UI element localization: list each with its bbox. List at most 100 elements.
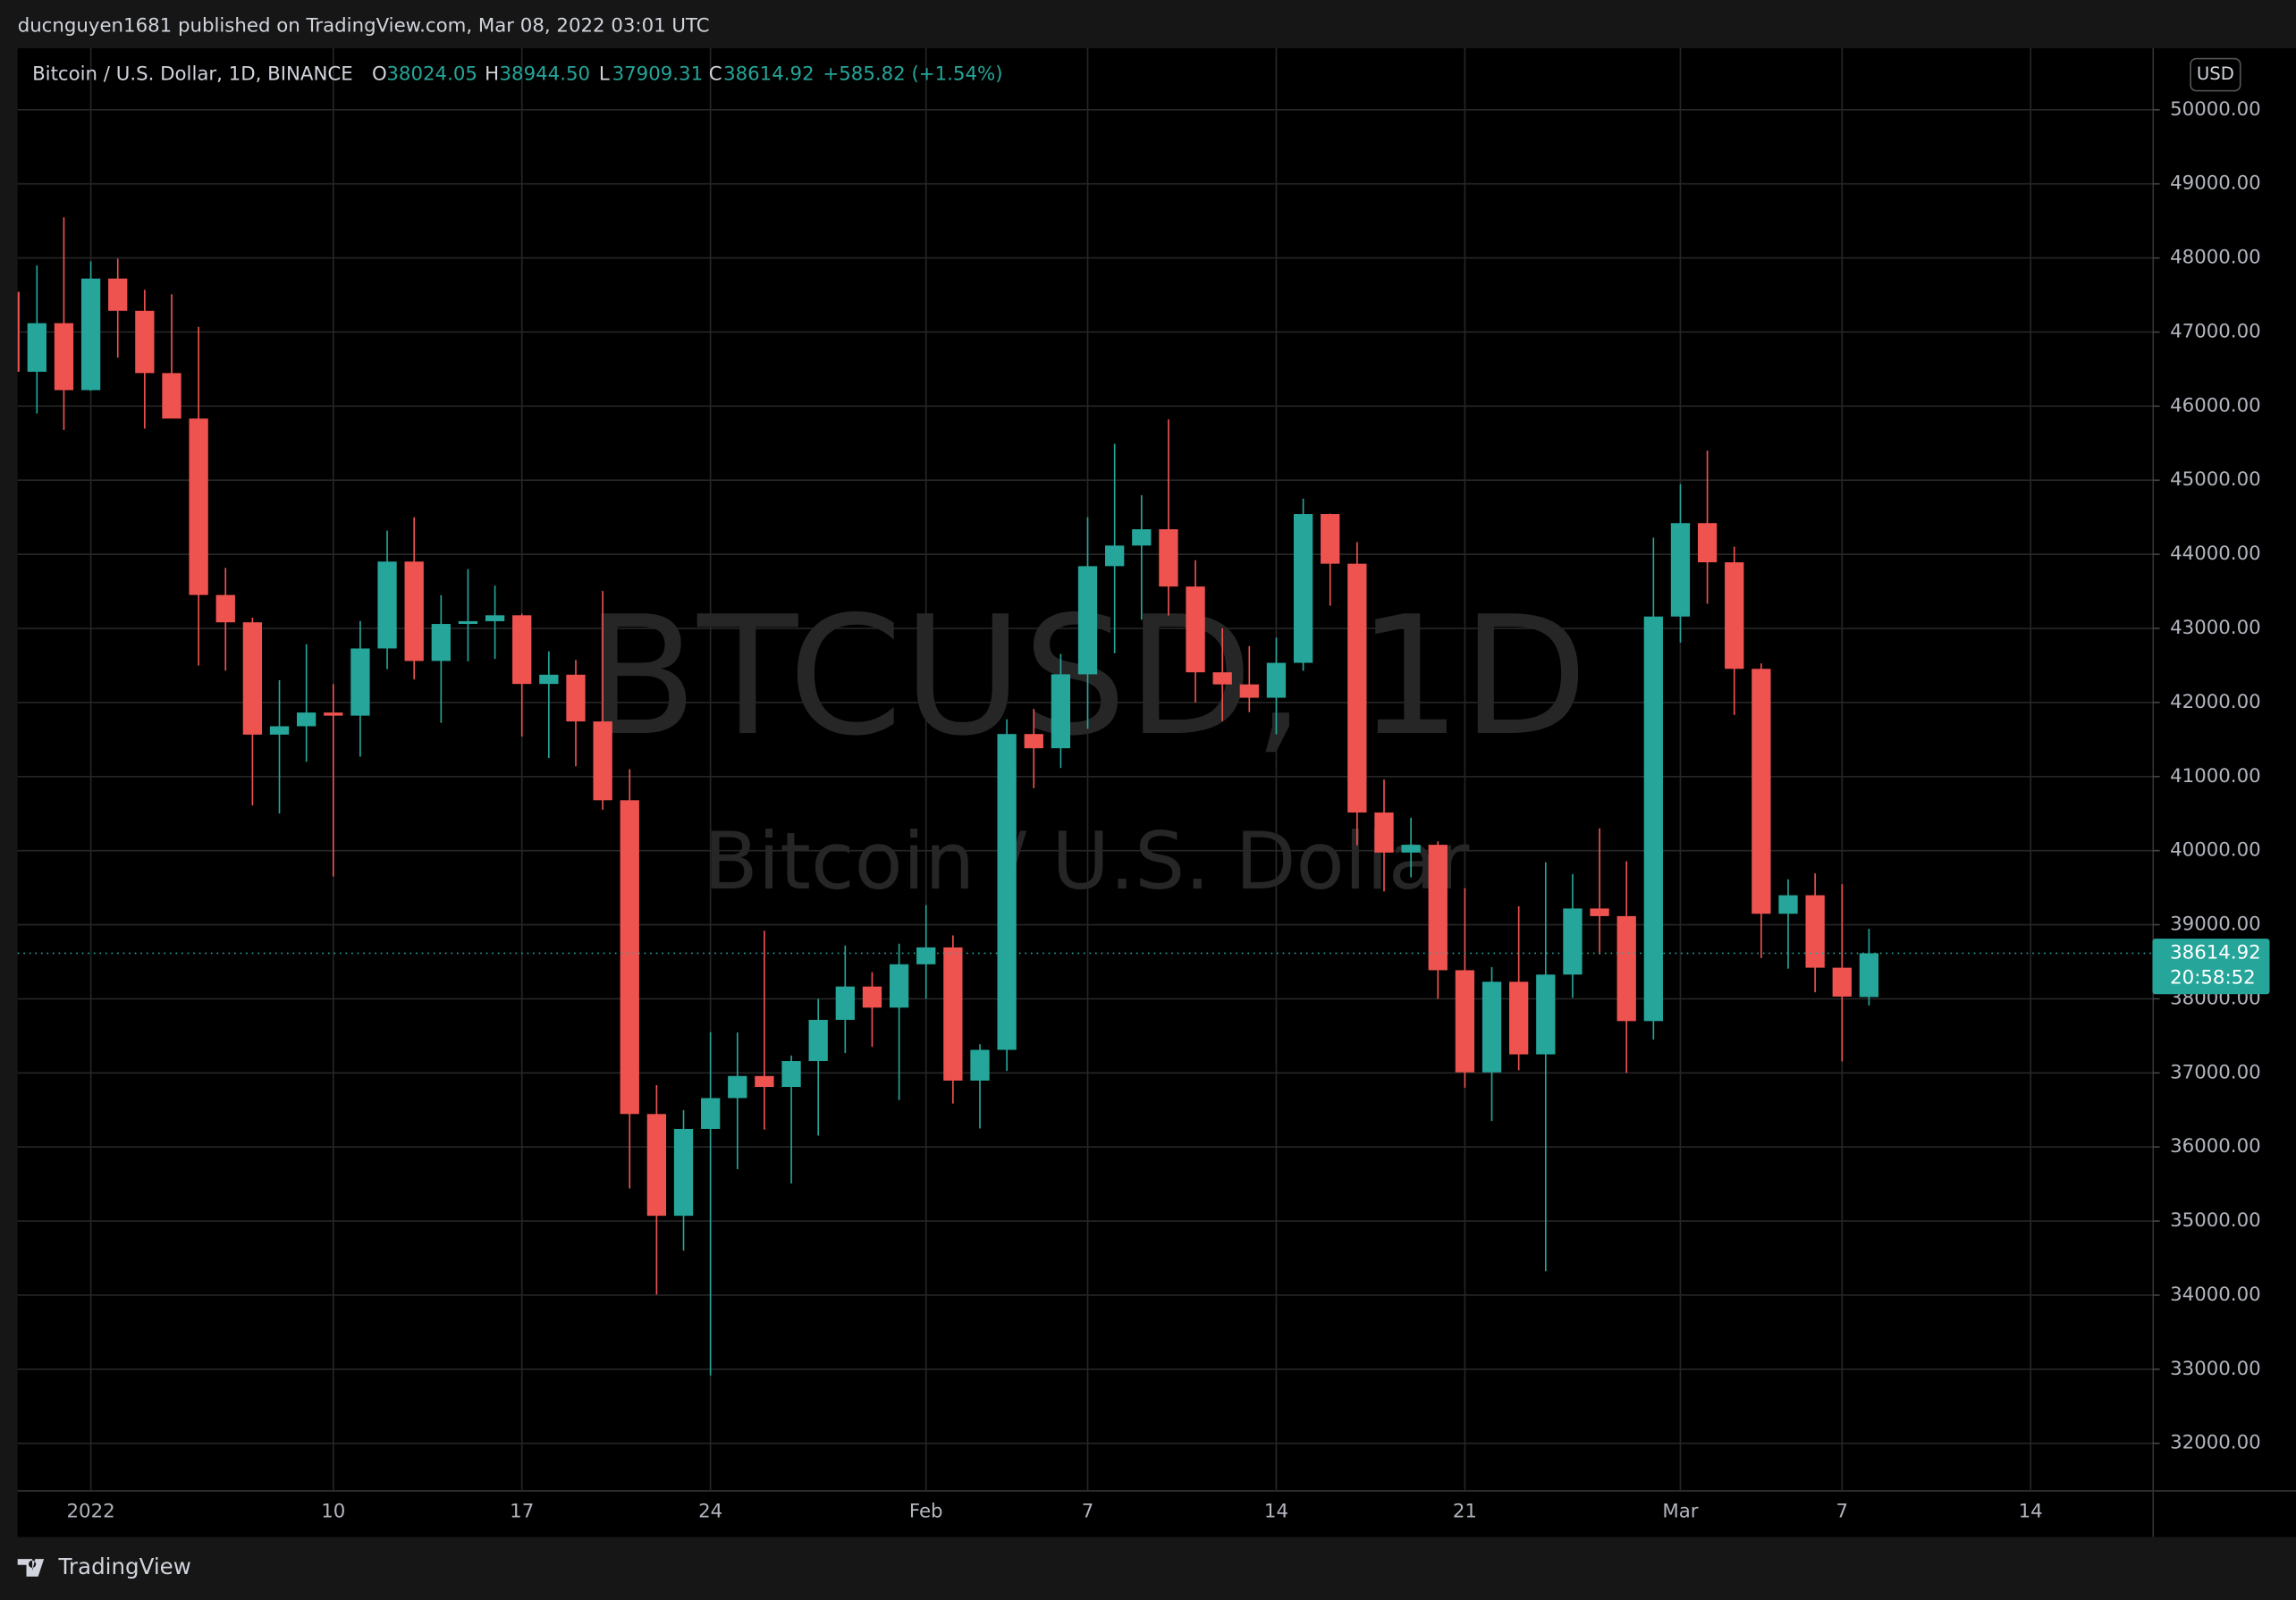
legend-key: O [372,63,387,86]
candle-body [1132,529,1152,546]
symbol: Bitcoin / U.S. Dollar, 1D, BINANCE [32,63,353,86]
legend-key: C [709,63,722,86]
currency-label[interactable]: USD [2197,63,2234,84]
candle-body [27,323,46,372]
countdown: 20:58:52 [2170,966,2256,989]
y-tick-label: 37000.00 [2170,1061,2261,1083]
candles [17,217,1879,1376]
y-tick-label: 36000.00 [2170,1135,2261,1158]
x-tick-label: 2022 [66,1501,114,1523]
candle-body [1051,674,1071,749]
currency-button-frame[interactable] [2190,57,2241,92]
candle-body [1616,915,1636,1022]
candle-body [1859,953,1879,998]
candle-body [1778,895,1798,914]
candle-body [1563,908,1583,975]
candle-body [1752,669,1771,914]
y-tick-label: 45000.00 [2170,468,2261,491]
candle-body [728,1075,747,1099]
candle-body [1805,895,1825,968]
candle-body [189,418,208,595]
legend-change: +585.82 (+1.54%) [823,63,1002,86]
candle-body [80,278,101,391]
x-tick-label: 17 [510,1501,534,1523]
y-tick-label: 42000.00 [2170,691,2261,713]
candle-body [1239,684,1259,698]
candle-body [997,734,1017,1050]
legend: Bitcoin / U.S. Dollar, 1D, BINANCE O 380… [32,63,1002,86]
candle-body [943,947,963,1081]
candle-body [1212,672,1232,685]
y-tick-label: 44000.00 [2170,543,2261,565]
y-tick-label: 35000.00 [2170,1209,2261,1232]
x-tick-label: 24 [698,1501,722,1523]
candle-body [269,726,290,735]
candle-body [1186,586,1205,673]
candle-body [54,323,74,391]
brand-name: TradingView [58,1554,191,1579]
candle-body [835,986,855,1020]
candle-body [1481,981,1502,1073]
candle-body [1509,981,1529,1055]
x-tick-label: 21 [1453,1501,1477,1523]
candle-body [512,615,532,685]
x-tick-label: 7 [1082,1501,1094,1523]
x-tick-label: Mar [1662,1501,1698,1523]
candle-body [135,310,155,374]
candle-body [324,712,343,716]
y-tick-label: 32000.00 [2170,1432,2261,1454]
candle-body [1266,662,1287,698]
y-tick-label: 47000.00 [2170,320,2261,342]
candle-body [1159,529,1178,587]
candle-body [1670,523,1691,617]
legend-value: 38614.92 [723,63,815,86]
brand-logo [17,1559,45,1577]
candle-body [1077,566,1098,675]
candle-body [17,291,20,372]
candle-body [755,1075,774,1088]
candle-body [1643,616,1663,1022]
candle-body [646,1114,667,1217]
candle-body [1105,545,1125,567]
candle-body [1590,908,1609,916]
y-tick-label: 40000.00 [2170,839,2261,862]
x-tick-label: 10 [321,1501,345,1523]
currency-button[interactable]: USD [2190,57,2241,92]
candle-body [808,1019,828,1062]
legend-key: L [599,63,610,86]
legend-value: 38024.05 [386,63,477,86]
y-tick-label: 49000.00 [2170,173,2261,195]
y-tick-label: 33000.00 [2170,1358,2261,1380]
publisher-line: ducnguyen1681 published on TradingView.c… [18,14,710,37]
candle-body [593,721,612,801]
y-tick-label: 46000.00 [2170,394,2261,417]
candle-body [242,622,263,735]
candle-body [970,1049,990,1081]
candle-body [215,594,235,623]
candle-body [1347,563,1367,813]
candle-body [1536,974,1556,1055]
y-tick-label: 48000.00 [2170,247,2261,269]
candle-body [673,1128,694,1217]
candle-body [377,561,397,649]
candle-body [297,712,317,727]
candle-body [862,986,882,1008]
last-price-box [2152,939,2270,995]
candle-body [1024,734,1043,749]
candle-body [108,278,128,311]
candle-body [404,561,424,661]
candle-body [485,615,505,621]
candle-body [1401,845,1421,853]
y-tick-label: 34000.00 [2170,1284,2261,1306]
footer: TradingView [17,1554,191,1579]
y-tick-label: 39000.00 [2170,914,2261,936]
watermark-sub: Bitcoin / U.S. Dollar [704,815,1470,907]
candle-body [1321,514,1340,564]
candle-body [916,947,936,964]
y-tick-label: 41000.00 [2170,765,2261,787]
candle-body [1374,812,1394,853]
candle-body [162,373,181,419]
candle-body [620,800,639,1115]
candle-body [701,1098,721,1129]
